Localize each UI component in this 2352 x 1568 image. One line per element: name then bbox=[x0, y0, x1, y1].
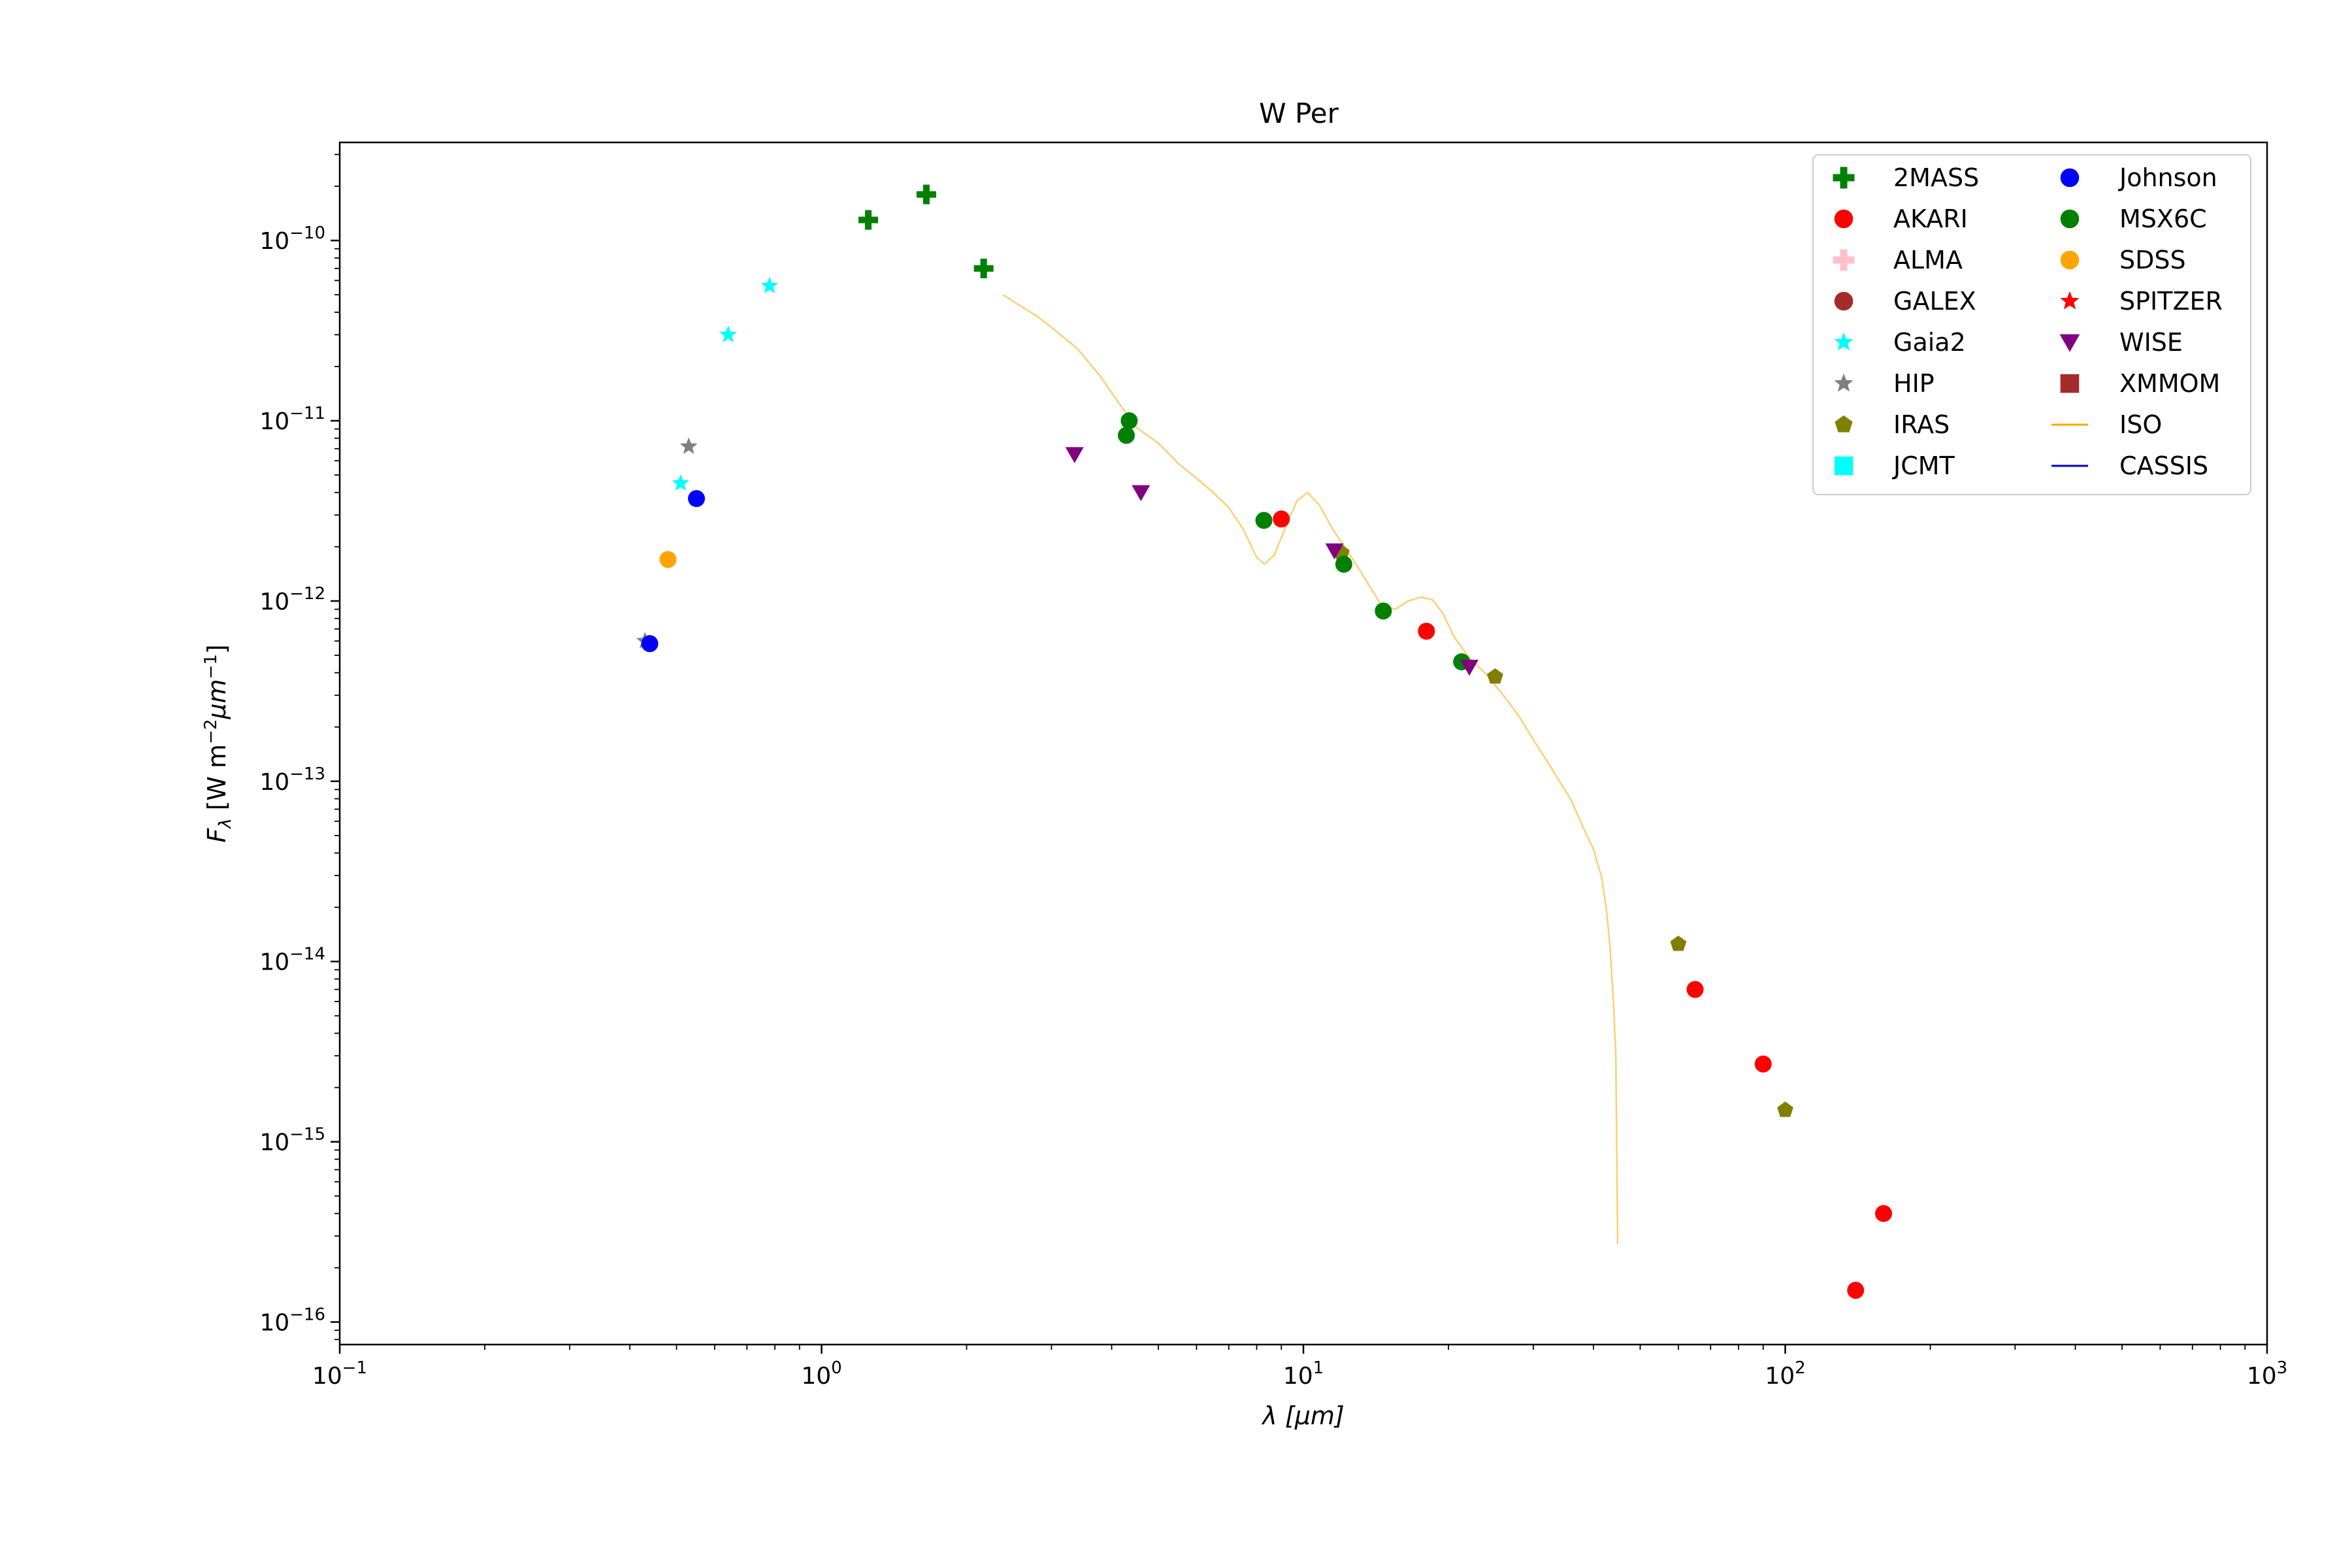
wise-data-point bbox=[1065, 447, 1084, 463]
x-tick-label: 103 bbox=[2247, 1358, 2287, 1390]
iso-spectrum-line bbox=[1002, 294, 1619, 1245]
y-tick-label: 10−11 bbox=[259, 404, 325, 435]
sdss-data-point bbox=[659, 551, 677, 568]
legend-galex-label: GALEX bbox=[1893, 287, 1976, 316]
legend-galex-marker bbox=[1834, 291, 1854, 311]
x-axis-label: λ [μm] bbox=[1261, 1401, 1344, 1430]
legend-johnson-marker bbox=[2060, 168, 2080, 188]
legend-sdss-marker bbox=[2060, 250, 2080, 270]
akari-data-point bbox=[1273, 510, 1290, 528]
2mass-data-point bbox=[973, 258, 994, 278]
y-tick-label: 10−16 bbox=[259, 1305, 325, 1337]
hip-data-point bbox=[679, 437, 698, 454]
legend-2mass-marker bbox=[1833, 167, 1855, 189]
legend-wise-label: WISE bbox=[2119, 328, 2183, 357]
msx6c-data-point bbox=[1117, 427, 1135, 444]
2mass-data-point bbox=[916, 184, 936, 204]
legend-hip-label: HIP bbox=[1893, 369, 1935, 398]
legend-jcmt-marker bbox=[1834, 456, 1854, 476]
msx6c-data-point bbox=[1255, 512, 1273, 529]
iras-data-point bbox=[1777, 1102, 1793, 1117]
y-tick-label: 10−13 bbox=[259, 764, 325, 796]
legend-hip-marker bbox=[1834, 373, 1854, 392]
legend-iso-label: ISO bbox=[2119, 410, 2162, 439]
x-tick-label: 10−1 bbox=[312, 1358, 367, 1390]
wise-data-point bbox=[1325, 543, 1344, 560]
legend-spitzer-marker bbox=[2060, 291, 2080, 310]
legend-gaia2-marker bbox=[1834, 332, 1854, 351]
msx6c-data-point bbox=[1120, 412, 1138, 430]
legend-alma-label: ALMA bbox=[1893, 246, 1963, 274]
legend-johnson-label: Johnson bbox=[2118, 163, 2217, 192]
wise-data-point bbox=[1132, 485, 1151, 502]
legend-sdss-label: SDSS bbox=[2119, 246, 2186, 274]
legend-iras-marker bbox=[1835, 415, 1853, 433]
x-tick-label: 100 bbox=[801, 1358, 841, 1390]
legend-xmmom-label: XMMOM bbox=[2119, 369, 2220, 398]
legend-msx6c-marker bbox=[2060, 209, 2080, 229]
akari-data-point bbox=[1418, 623, 1435, 640]
y-tick-label: 10−12 bbox=[259, 584, 325, 615]
data-points-layer bbox=[636, 184, 1893, 1299]
gaia2-data-point bbox=[719, 325, 737, 342]
legend: 2MASS AKARI ALMA GALEX Gaia2 HIP IRAS JCMT Johns… bbox=[1812, 154, 2251, 495]
y-tick-label: 10−10 bbox=[259, 223, 325, 255]
legend-xmmom-marker bbox=[2060, 374, 2080, 393]
iras-data-point bbox=[1670, 936, 1687, 951]
legend-spitzer-label: SPITZER bbox=[2119, 287, 2223, 316]
legend-jcmt-label: JCMT bbox=[1892, 451, 1955, 480]
akari-data-point bbox=[1847, 1281, 1865, 1299]
y-axis-label: Fλ [W m−2μm−1] bbox=[201, 644, 235, 843]
legend-akari-label: AKARI bbox=[1893, 204, 1968, 233]
2mass-data-point bbox=[858, 210, 878, 230]
legend-cassis-label: CASSIS bbox=[2119, 451, 2208, 480]
akari-data-point bbox=[1686, 981, 1704, 998]
iras-data-point bbox=[1487, 668, 1503, 684]
gaia2-data-point bbox=[760, 276, 779, 293]
axes-layer: 10−1 100 101 102 103 10−16 10−15 10−14 10−13 10−1… bbox=[259, 154, 2287, 1390]
legend-gaia2-label: Gaia2 bbox=[1893, 328, 1966, 357]
legend-alma-marker bbox=[1833, 249, 1855, 271]
chart-title: W Per bbox=[1259, 97, 1339, 129]
gaia2-data-point bbox=[672, 474, 690, 491]
legend-frame bbox=[1812, 154, 2251, 495]
legend-msx6c-label: MSX6C bbox=[2119, 204, 2207, 233]
y-tick-label: 10−15 bbox=[259, 1125, 325, 1156]
wise-data-point bbox=[1460, 659, 1478, 676]
msx6c-data-point bbox=[1375, 602, 1392, 620]
legend-wise-marker bbox=[2059, 334, 2080, 352]
johnson-data-point bbox=[688, 490, 706, 508]
johnson-data-point bbox=[641, 635, 659, 653]
x-tick-label: 101 bbox=[1283, 1358, 1324, 1390]
iso-spectrum-layer bbox=[1002, 294, 1619, 1245]
y-tick-label: 10−14 bbox=[259, 945, 325, 976]
legend-akari-marker bbox=[1834, 209, 1854, 229]
akari-data-point bbox=[1754, 1055, 1772, 1073]
msx6c-data-point bbox=[1335, 555, 1352, 573]
akari-data-point bbox=[1875, 1205, 1893, 1222]
legend-2mass-label: 2MASS bbox=[1893, 163, 1979, 192]
legend-iras-label: IRAS bbox=[1893, 410, 1950, 439]
x-tick-label: 102 bbox=[1765, 1358, 1805, 1390]
